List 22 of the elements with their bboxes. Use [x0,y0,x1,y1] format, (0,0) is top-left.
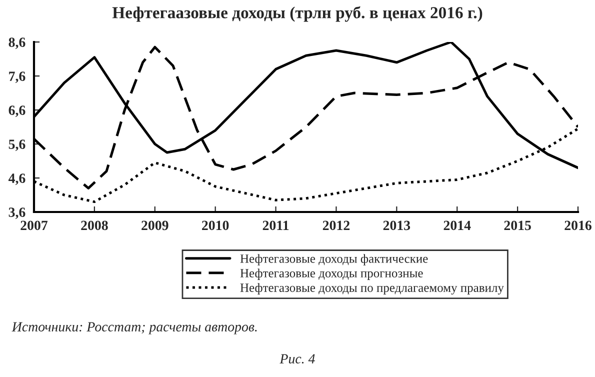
legend-label: Нефтегазовые доходы фактические [240,254,428,266]
x-tick-label: 2016 [564,220,592,230]
y-tick-label: 6,6 [8,106,26,117]
y-tick-label: 8,6 [8,38,26,49]
legend-label: Нефтегазовые доходы по предлагаемому правилу [240,283,504,295]
x-tick-label: 2013 [383,220,410,230]
y-tick-label: 3,6 [8,208,26,219]
y-tick-label: 5,6 [8,140,26,151]
x-tick-label: 2007 [20,220,48,230]
y-tick-label: 4,6 [8,174,26,185]
x-tick-label: 2009 [142,220,168,230]
chart-title: Нефтегаазовые доходы (трлн руб. в ценах 2016 г.) [112,6,482,22]
legend-label: Нефтегазовые доходы прогнозные [240,268,423,280]
text: Рис. 4 [280,354,315,364]
x-tick-label: 2010 [202,220,229,230]
x-tick-label: 2015 [504,220,531,230]
x-tick-label: 2008 [81,220,108,230]
x-tick-label: 2011 [262,220,289,230]
x-tick-label: 2012 [322,220,350,230]
y-tick-label: 7,6 [9,72,26,83]
x-tick-label: 2014 [444,220,471,230]
text: Источники: Росстат; расчеты авторов. [12,322,257,334]
